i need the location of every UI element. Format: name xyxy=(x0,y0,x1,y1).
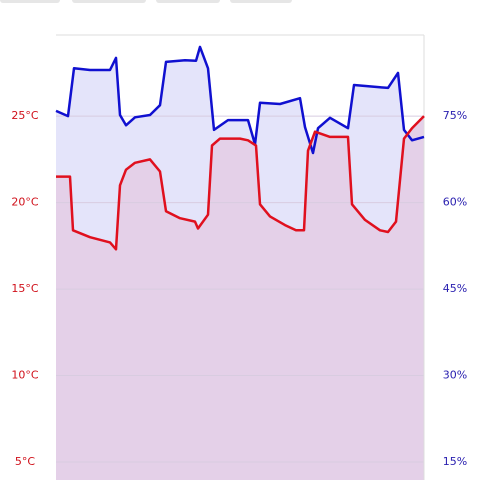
y-tick-label: 15°C xyxy=(11,282,38,295)
y2-tick-label: 60% xyxy=(443,196,467,209)
area xyxy=(56,116,424,480)
y-tick-label: 25°C xyxy=(11,109,38,122)
y-tick-label: 5°C xyxy=(15,455,35,468)
y2-tick-label: 30% xyxy=(443,368,467,381)
y-tick-label: 10°C xyxy=(11,369,38,382)
line xyxy=(55,45,425,155)
y2-tick-label: 15% xyxy=(443,455,467,468)
line xyxy=(56,115,425,251)
filter-button[interactable] xyxy=(72,0,146,3)
grid xyxy=(56,115,424,463)
y-tick-label: 20°C xyxy=(11,196,38,209)
lines xyxy=(55,45,425,251)
labels: 5°C 10°C 15°C 20°C 25°C 15% 30% 45% 60% 75% xyxy=(11,109,467,468)
y2-tick-label: 45% xyxy=(443,282,467,295)
filter-button[interactable] xyxy=(156,0,220,3)
areas xyxy=(56,46,424,480)
filter-button[interactable] xyxy=(0,0,60,3)
y2-tick-label: 75% xyxy=(443,109,467,122)
filter-button[interactable] xyxy=(230,0,292,3)
